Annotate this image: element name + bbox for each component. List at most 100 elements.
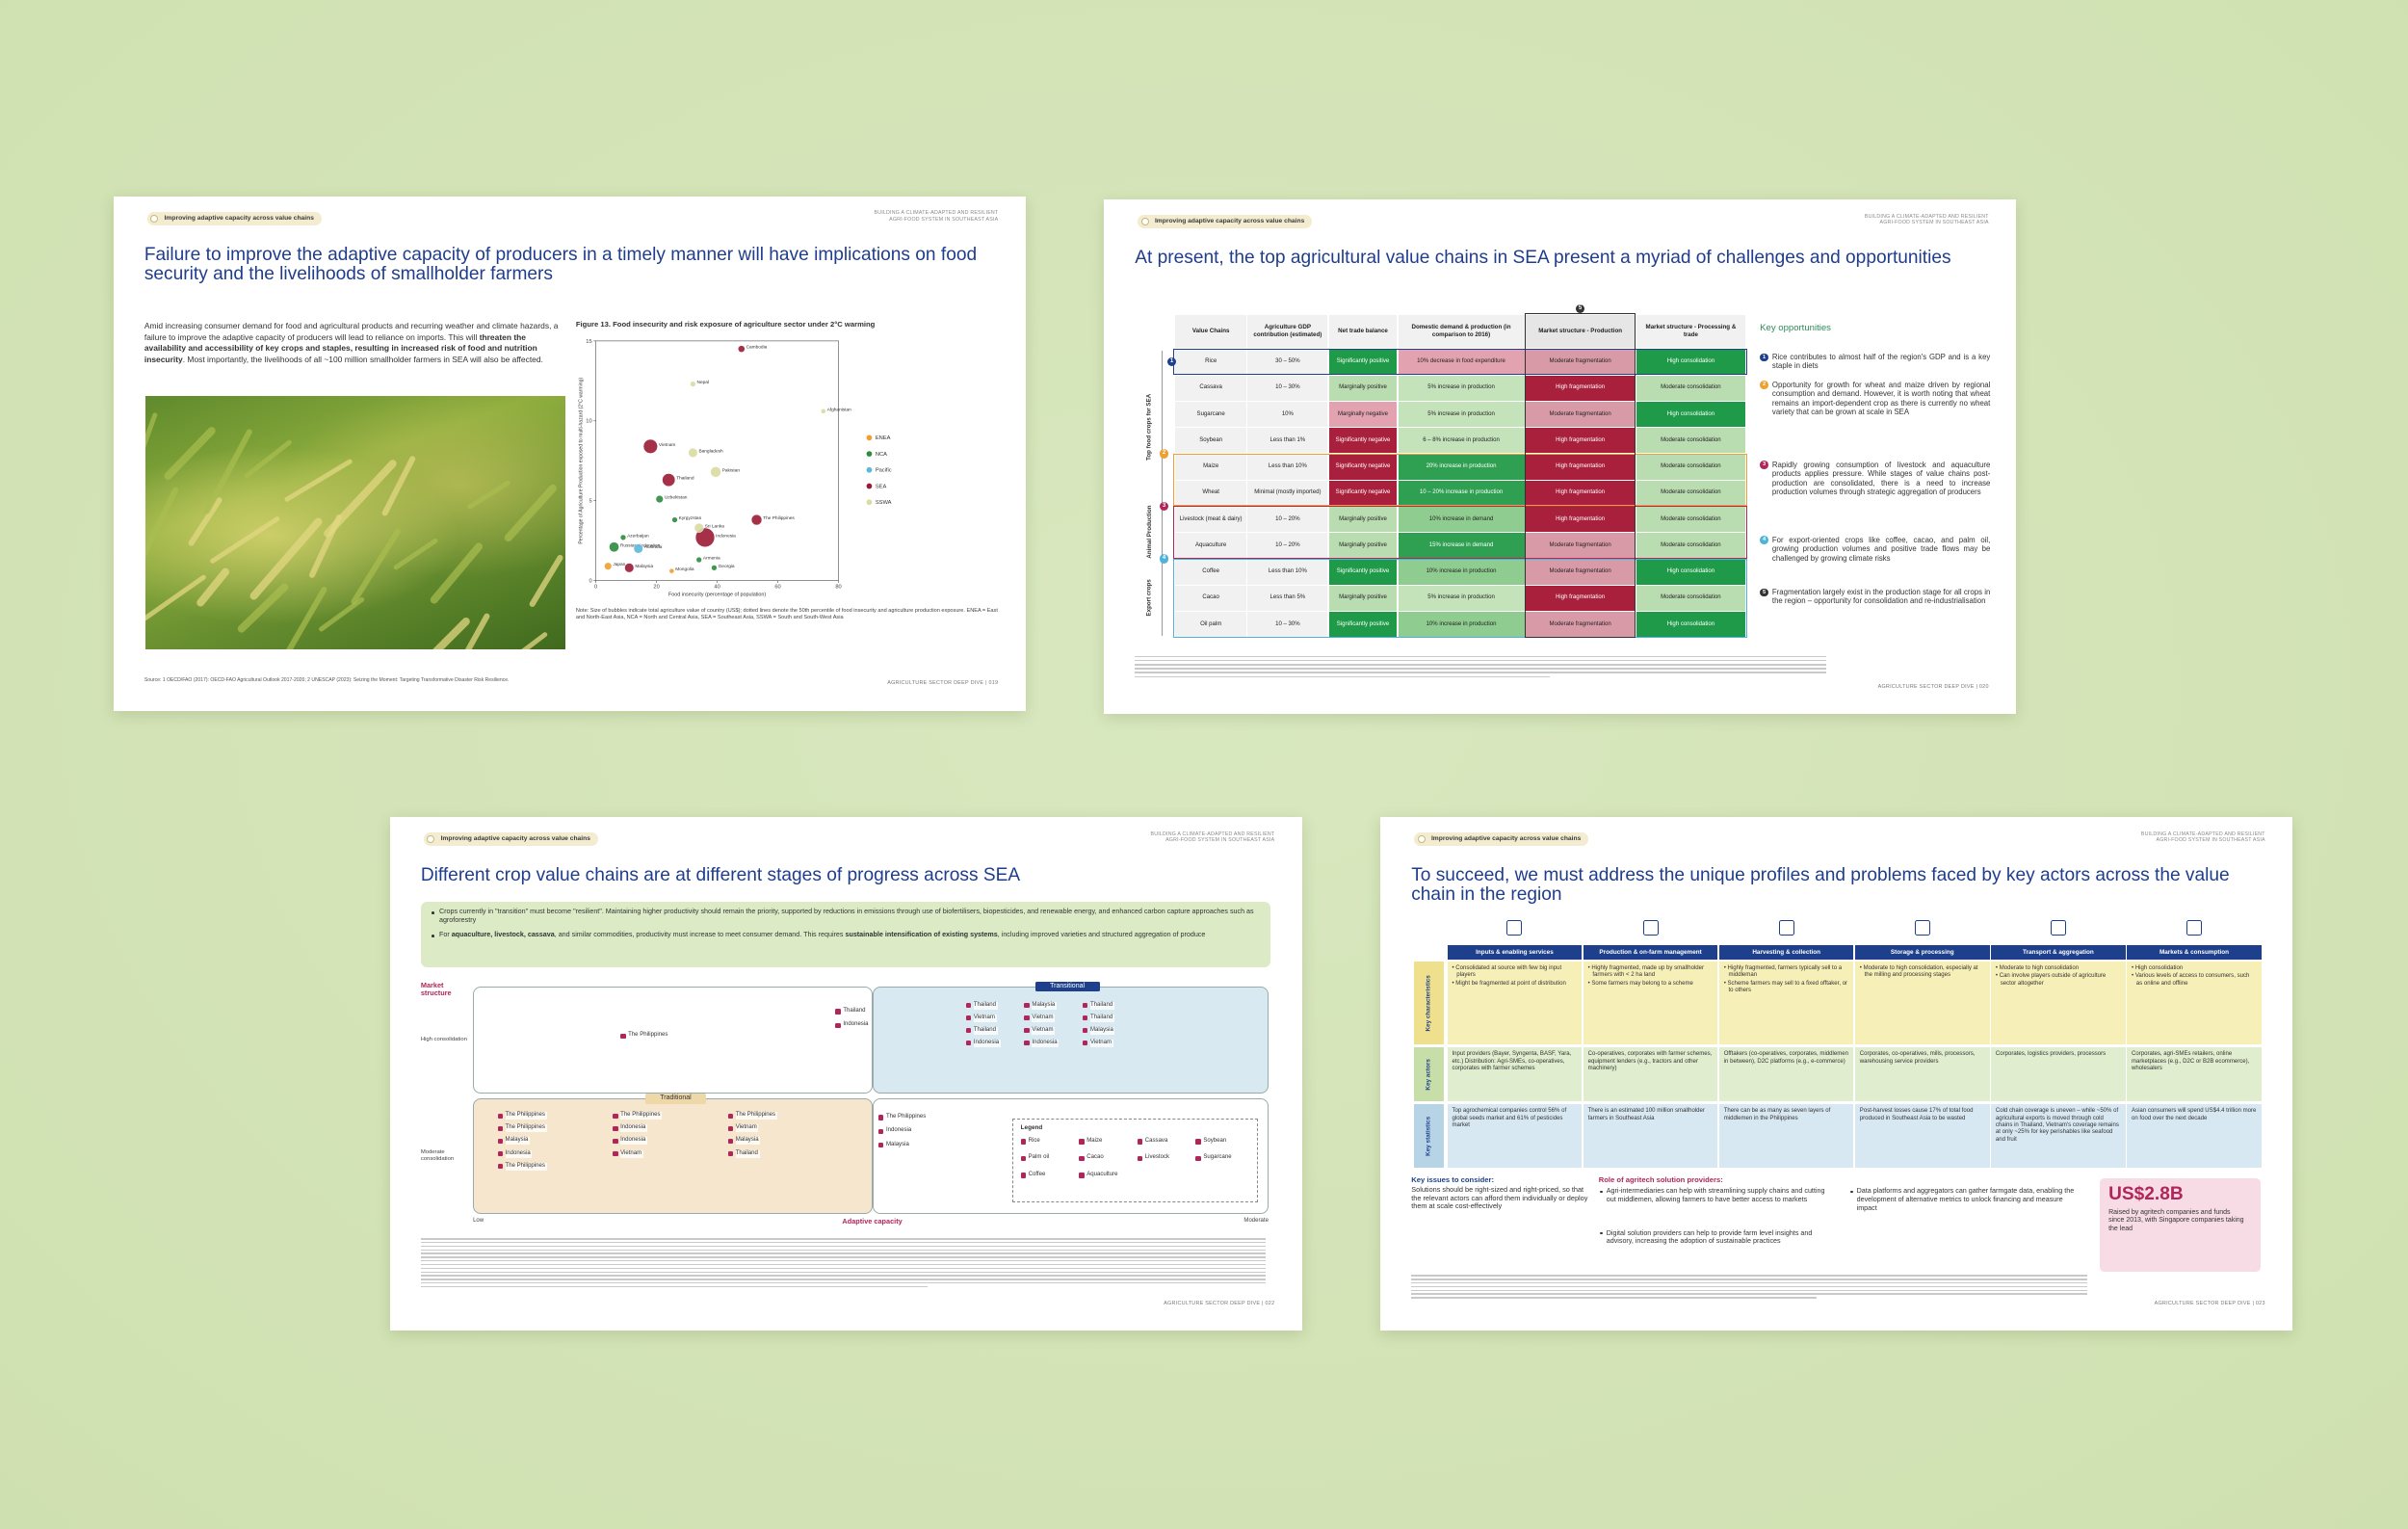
table-cell: Moderate fragmentation (1525, 533, 1636, 559)
country-entry: Vietnam (1032, 1026, 1056, 1035)
page-footer: AGRICULTURE SECTOR DEEP DIVE | 019 (887, 680, 999, 687)
table-cell: 10% decrease in food expenditure (1398, 349, 1525, 375)
section-tag: Improving adaptive capacity across value… (424, 832, 598, 846)
column-header: Inputs & enabling services (1447, 944, 1583, 961)
table-cell: Marginally positive (1328, 585, 1398, 611)
running-header-line: BUILDING A CLIMATE-ADAPTED AND RESILIENT (1864, 213, 1989, 220)
table-cell: Significantly positive (1328, 349, 1398, 375)
bubble-label: The Philippines (763, 515, 795, 521)
crop-icon (727, 1150, 734, 1157)
legend-icon (1079, 1173, 1085, 1178)
table-cell: Moderate consolidation (1636, 454, 1746, 480)
cell-bullet: • Scheme farmers may sell to a fixed off… (1723, 980, 1848, 993)
column-header: Transport & aggregation (1991, 944, 2126, 961)
text-run: threaten the availability and accessibil… (144, 331, 537, 364)
crop-icon (1024, 1002, 1030, 1009)
bubble-label: Cambodia (746, 345, 768, 351)
legend-swatch (866, 499, 873, 506)
chart-group: 0 20 40 60 80 0 5 10 15 Food insecurity (percenta… (578, 339, 892, 598)
cell-text: There can be as many as seven layers of … (1723, 1108, 1831, 1121)
bullet-dot (1600, 1190, 1603, 1194)
text-run: aquaculture, livestock, cassava (451, 931, 555, 939)
stage-icon (1914, 920, 1930, 936)
table-cell: Soybean (1175, 428, 1246, 454)
table-cell: Rice (1175, 349, 1246, 375)
slide-title: To succeed, we must address the unique p… (1411, 865, 2230, 905)
table-cell: Moderate consolidation (1636, 428, 1746, 454)
quadrant (473, 986, 873, 1094)
country-entry: Indonesia (620, 1124, 647, 1133)
table-cell: Aquaculture (1175, 533, 1246, 559)
bubble-chart: 0 20 40 60 80 0 5 10 15 Food insecurity (percenta… (578, 339, 892, 598)
table-cell: 10% increase in demand (1398, 507, 1525, 533)
x-tick-label: 80 (835, 585, 841, 591)
table-cell: Significantly negative (1328, 428, 1398, 454)
slide: Improving adaptive capacity across value… (389, 817, 1303, 1331)
crop-icon (877, 1115, 884, 1120)
table-cell: Marginally positive (1328, 507, 1398, 533)
table-cell: 15% increase in demand (1398, 533, 1525, 559)
row-group-label: Top food crops for SEA (1145, 394, 1153, 461)
fine-print (420, 1241, 1266, 1244)
row-group-label: Animal Production (1145, 505, 1153, 559)
section-tag: Improving adaptive capacity across value… (1138, 215, 1313, 228)
country-entry: Thailand (735, 1149, 760, 1158)
country-entry: The Philippines (505, 1112, 547, 1120)
legend-icon (1020, 1139, 1027, 1145)
table-cell: Marginally negative (1328, 402, 1398, 428)
x-tick-label: 60 (774, 585, 780, 591)
country-entry: Malaysia (505, 1137, 531, 1146)
legend-label: SSWA (876, 500, 892, 506)
table-cell: High fragmentation (1525, 454, 1636, 480)
crop-icon (497, 1150, 503, 1157)
y-tick-label: 15 (586, 339, 591, 345)
y-axis-title: Market structure (420, 980, 452, 998)
section-tag-text: Improving adaptive capacity across value… (1430, 835, 1582, 843)
bubble (750, 514, 763, 526)
legend-label: Aquaculture (1086, 1171, 1118, 1177)
table-cell: High fragmentation (1525, 480, 1636, 506)
crop-icon (727, 1113, 734, 1120)
cell-bullet: • Can involve players outside of agricul… (1995, 973, 2107, 987)
cell-text: There is an estimated 100 million smallh… (1587, 1108, 1705, 1121)
table-cell: Sugarcane (1175, 402, 1246, 428)
bubble (633, 543, 643, 554)
bubble-label: Australia (644, 544, 663, 550)
fine-print (420, 1260, 1266, 1262)
legend-icon (1079, 1139, 1085, 1145)
section-tag: Improving adaptive capacity across value… (1414, 832, 1589, 846)
running-header: BUILDING A CLIMATE-ADAPTED AND RESILIENT… (1151, 831, 1275, 843)
page-footer: AGRICULTURE SECTOR DEEP DIVE | 020 (1877, 683, 1989, 690)
cell-bullet: • Moderate to high consolidation, especi… (1859, 965, 1978, 979)
cell-text: Cold chain coverage is uneven – while ~5… (1995, 1108, 2119, 1143)
cell-bullet: • Highly fragmented, farmers typically s… (1723, 965, 1843, 979)
country-entry: Malaysia (1032, 1001, 1057, 1010)
bubble-label: Thailand (676, 476, 694, 482)
figure-title: Figure 13. Food insecurity and risk expo… (575, 319, 876, 329)
table-cell: 20% increase in production (1398, 454, 1525, 480)
legend-box: Legend Rice Maize Cassava Soybean Palm oil Cac… (1011, 1118, 1258, 1203)
table-cell: 5% increase in production (1398, 585, 1525, 611)
legend-icon (1020, 1173, 1027, 1178)
bubble (662, 473, 676, 488)
x-axis-low: Low (473, 1218, 484, 1225)
item-badge: 4 (1760, 536, 1768, 545)
cell: Asian consumers will spend US$4.4 trilli… (2127, 1104, 2262, 1168)
crop-icon (1024, 1015, 1030, 1021)
cell: Cold chain coverage is uneven – while ~5… (1991, 1104, 2126, 1168)
country-entry: The Philippines (628, 1032, 670, 1041)
country-entry: Malaysia (885, 1141, 911, 1149)
table-cell: 30 – 50% (1247, 349, 1328, 375)
bubble-label: Bangladesh (698, 449, 723, 455)
crop-icon (613, 1125, 618, 1132)
fine-print (1135, 655, 1826, 658)
table-badge: 4 (1159, 554, 1169, 564)
stage-icon (2050, 920, 2066, 936)
country-entry: Indonesia (1032, 1039, 1060, 1047)
legend-label: SEA (876, 485, 887, 490)
crop-icon (965, 1027, 972, 1034)
crop-icon (613, 1138, 618, 1145)
table-cell: Significantly positive (1328, 559, 1398, 585)
production-frame (1525, 313, 1636, 638)
bullet-dot (1600, 1231, 1603, 1235)
